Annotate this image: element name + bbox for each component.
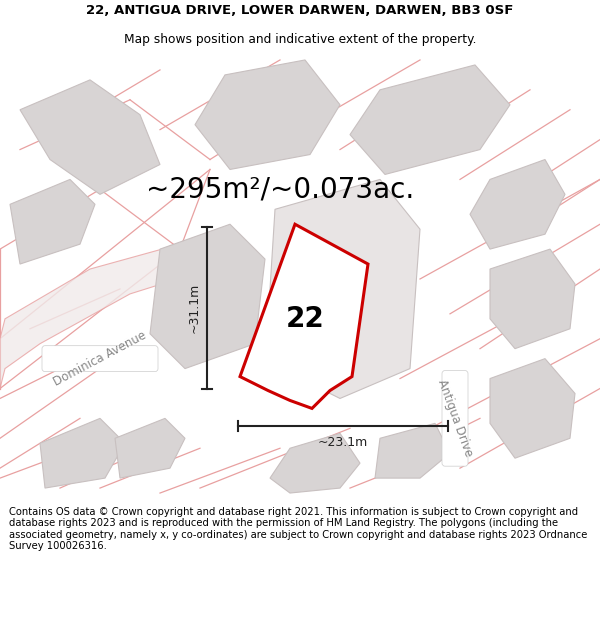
- FancyBboxPatch shape: [42, 346, 158, 372]
- Text: Dominica Avenue: Dominica Avenue: [52, 329, 149, 389]
- Polygon shape: [240, 224, 368, 408]
- Polygon shape: [470, 159, 565, 249]
- Text: Contains OS data © Crown copyright and database right 2021. This information is : Contains OS data © Crown copyright and d…: [9, 507, 587, 551]
- Polygon shape: [270, 433, 360, 493]
- Polygon shape: [350, 65, 510, 174]
- Text: Antigua Drive: Antigua Drive: [435, 378, 475, 459]
- Polygon shape: [150, 224, 265, 369]
- Text: ~295m²/~0.073ac.: ~295m²/~0.073ac.: [146, 176, 414, 203]
- Text: 22, ANTIGUA DRIVE, LOWER DARWEN, DARWEN, BB3 0SF: 22, ANTIGUA DRIVE, LOWER DARWEN, DARWEN,…: [86, 4, 514, 18]
- Polygon shape: [490, 249, 575, 349]
- Polygon shape: [10, 179, 95, 264]
- Polygon shape: [490, 359, 575, 458]
- Polygon shape: [375, 423, 450, 478]
- Polygon shape: [40, 418, 125, 488]
- Polygon shape: [195, 60, 340, 169]
- Polygon shape: [0, 239, 230, 389]
- FancyBboxPatch shape: [442, 371, 468, 466]
- Polygon shape: [270, 179, 420, 399]
- Text: ~31.1m: ~31.1m: [187, 282, 200, 333]
- Polygon shape: [115, 418, 185, 478]
- Text: ~23.1m: ~23.1m: [318, 436, 368, 449]
- Polygon shape: [20, 80, 160, 194]
- Text: 22: 22: [286, 305, 325, 333]
- Text: Map shows position and indicative extent of the property.: Map shows position and indicative extent…: [124, 32, 476, 46]
